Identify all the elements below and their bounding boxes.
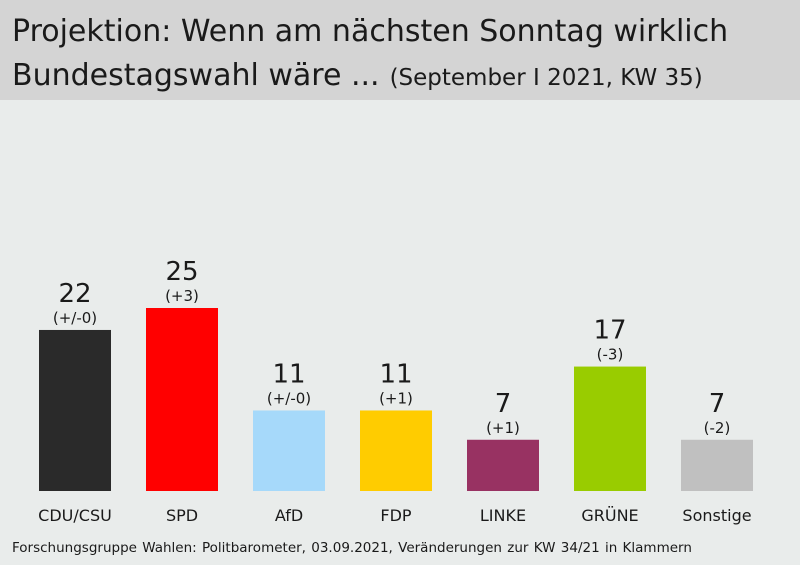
bar-linke xyxy=(467,439,539,491)
value-label-afd: 11 xyxy=(272,359,305,389)
change-label-gr-ne: (-3) xyxy=(597,346,624,364)
change-label-afd: (+/-0) xyxy=(267,389,311,407)
value-label-fdp: 11 xyxy=(379,359,412,389)
bar-fdp xyxy=(360,410,432,491)
chart-subtitle: (September I 2021, KW 35) xyxy=(389,65,703,91)
change-label-fdp: (+1) xyxy=(379,389,413,407)
value-label-sonstige: 7 xyxy=(709,389,726,419)
bar-sonstige xyxy=(681,439,753,491)
chart-title-line-1: Projektion: Wenn am nächsten Sonntag wir… xyxy=(12,14,729,49)
chart-title-line-2-text: Bundestagswahl wäre ... xyxy=(12,58,380,93)
category-label-sonstige: Sonstige xyxy=(682,506,751,525)
bar-cdu-csu xyxy=(39,329,111,491)
change-label-cdu-csu: (+/-0) xyxy=(53,309,97,327)
category-label-afd: AfD xyxy=(275,506,303,525)
source-footnote: Forschungsgruppe Wahlen: Politbarometer,… xyxy=(12,540,692,556)
chart-title-line-2: Bundestagswahl wäre ... (September I 2021… xyxy=(12,58,703,93)
value-label-cdu-csu: 22 xyxy=(58,279,91,309)
value-label-spd: 25 xyxy=(165,257,198,287)
title-banner xyxy=(0,0,800,100)
value-label-gr-ne: 17 xyxy=(593,316,626,346)
change-label-linke: (+1) xyxy=(486,419,520,437)
bar-spd xyxy=(146,308,218,491)
category-label-linke: LINKE xyxy=(480,506,526,525)
bar-afd xyxy=(253,410,325,491)
bar-gr-ne xyxy=(574,366,646,491)
category-label-cdu-csu: CDU/CSU xyxy=(38,506,112,525)
category-label-fdp: FDP xyxy=(380,506,412,525)
value-label-linke: 7 xyxy=(495,389,512,419)
category-label-gr-ne: GRÜNE xyxy=(581,506,638,525)
change-label-spd: (+3) xyxy=(165,287,199,305)
category-label-spd: SPD xyxy=(166,506,198,525)
change-label-sonstige: (-2) xyxy=(704,419,731,437)
